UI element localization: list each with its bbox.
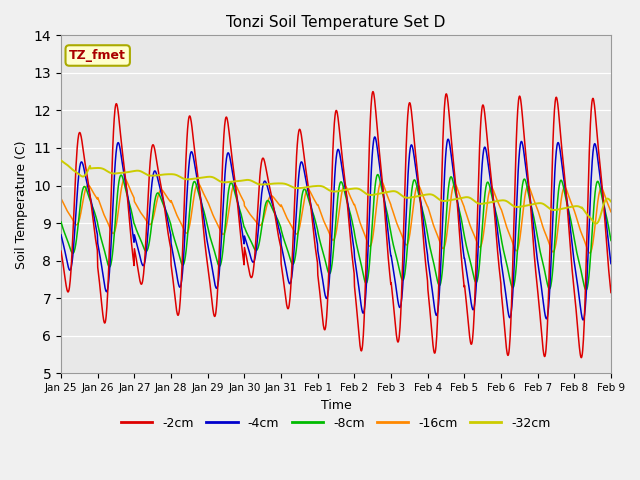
X-axis label: Time: Time <box>321 398 351 412</box>
Title: Tonzi Soil Temperature Set D: Tonzi Soil Temperature Set D <box>227 15 445 30</box>
Y-axis label: Soil Temperature (C): Soil Temperature (C) <box>15 140 28 269</box>
Legend: -2cm, -4cm, -8cm, -16cm, -32cm: -2cm, -4cm, -8cm, -16cm, -32cm <box>116 412 556 435</box>
Text: TZ_fmet: TZ_fmet <box>69 49 126 62</box>
